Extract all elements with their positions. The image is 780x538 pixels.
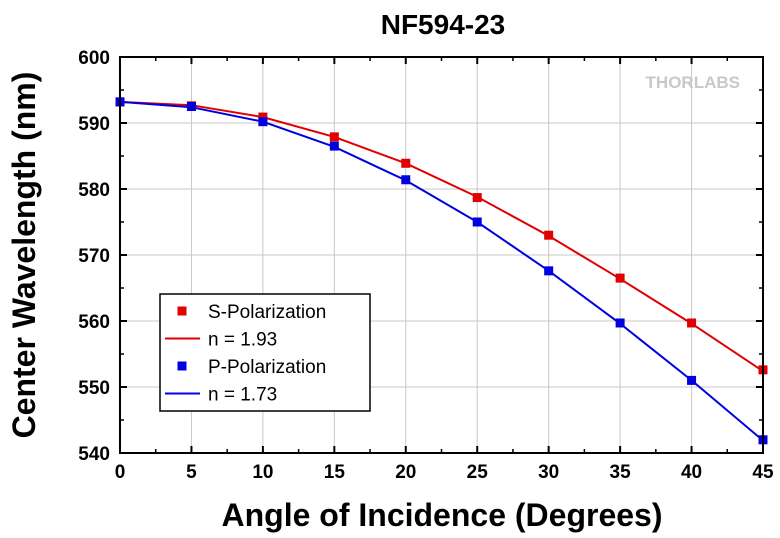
y-tick-label: 590	[78, 114, 110, 135]
legend-label-1: S-Polarization	[208, 302, 326, 323]
x-tick-label: 30	[538, 462, 559, 483]
p-polarization-point	[186, 102, 196, 111]
x-tick-label: 40	[681, 462, 702, 483]
legend: S-Polarization n = 1.93 P-Polarization n = …	[159, 293, 371, 412]
legend-box	[159, 293, 371, 412]
series-line-1	[119, 100, 764, 373]
s-polarization-point	[472, 193, 482, 203]
s-polarization-point	[687, 318, 697, 328]
x-tick-label: 15	[324, 462, 346, 483]
x-tick-label: 45	[752, 462, 774, 483]
x-tick-label: 5	[186, 462, 197, 483]
y-axis-title: Center Wavelength (nm)	[6, 72, 42, 439]
y-tick-label: 600	[78, 48, 110, 69]
s-polarization-point	[258, 112, 268, 122]
y-tick-label: 570	[78, 246, 110, 267]
x-axis-title: Angle of Incidence (Degrees)	[222, 497, 663, 533]
p-polarization-point	[472, 217, 482, 227]
legend-marker-1	[177, 306, 187, 316]
p-polarization-point	[258, 117, 268, 127]
y-tick-label: 540	[78, 444, 110, 465]
p-polarization-point	[401, 175, 411, 185]
legend-label-2: n = 1.93	[208, 330, 277, 351]
watermark: THORLABS	[646, 73, 740, 92]
x-tick-label: 35	[610, 462, 632, 483]
p-polarization-point	[544, 266, 554, 276]
y-tick-label: 580	[78, 180, 110, 201]
p-polarization-point	[329, 141, 339, 151]
s-polarization-point	[401, 158, 411, 168]
legend-label-4: n = 1.73	[208, 385, 277, 406]
x-tick-label: 10	[252, 462, 273, 483]
s-polarization-point	[615, 273, 625, 283]
x-tick-label: 0	[115, 462, 126, 483]
axis-ticks: 0 5 10 15 20 25 30 35 40 45 540 550 560 570 580 590 600	[78, 48, 774, 483]
legend-label-3: P-Polarization	[208, 357, 326, 378]
s-polarization-point	[329, 132, 339, 142]
x-tick-label: 20	[395, 462, 416, 483]
chart-title: NF594-23	[381, 9, 506, 40]
p-polarization-point	[687, 375, 697, 385]
y-tick-label: 550	[78, 378, 110, 399]
series-line-2	[119, 100, 764, 442]
s-polarization-point	[544, 230, 554, 240]
y-tick-label: 560	[78, 312, 110, 333]
legend-marker-3	[177, 361, 187, 371]
thorlabs-logo: THORLABS	[646, 73, 740, 92]
p-polarization-point	[615, 318, 625, 328]
x-tick-label: 25	[467, 462, 489, 483]
